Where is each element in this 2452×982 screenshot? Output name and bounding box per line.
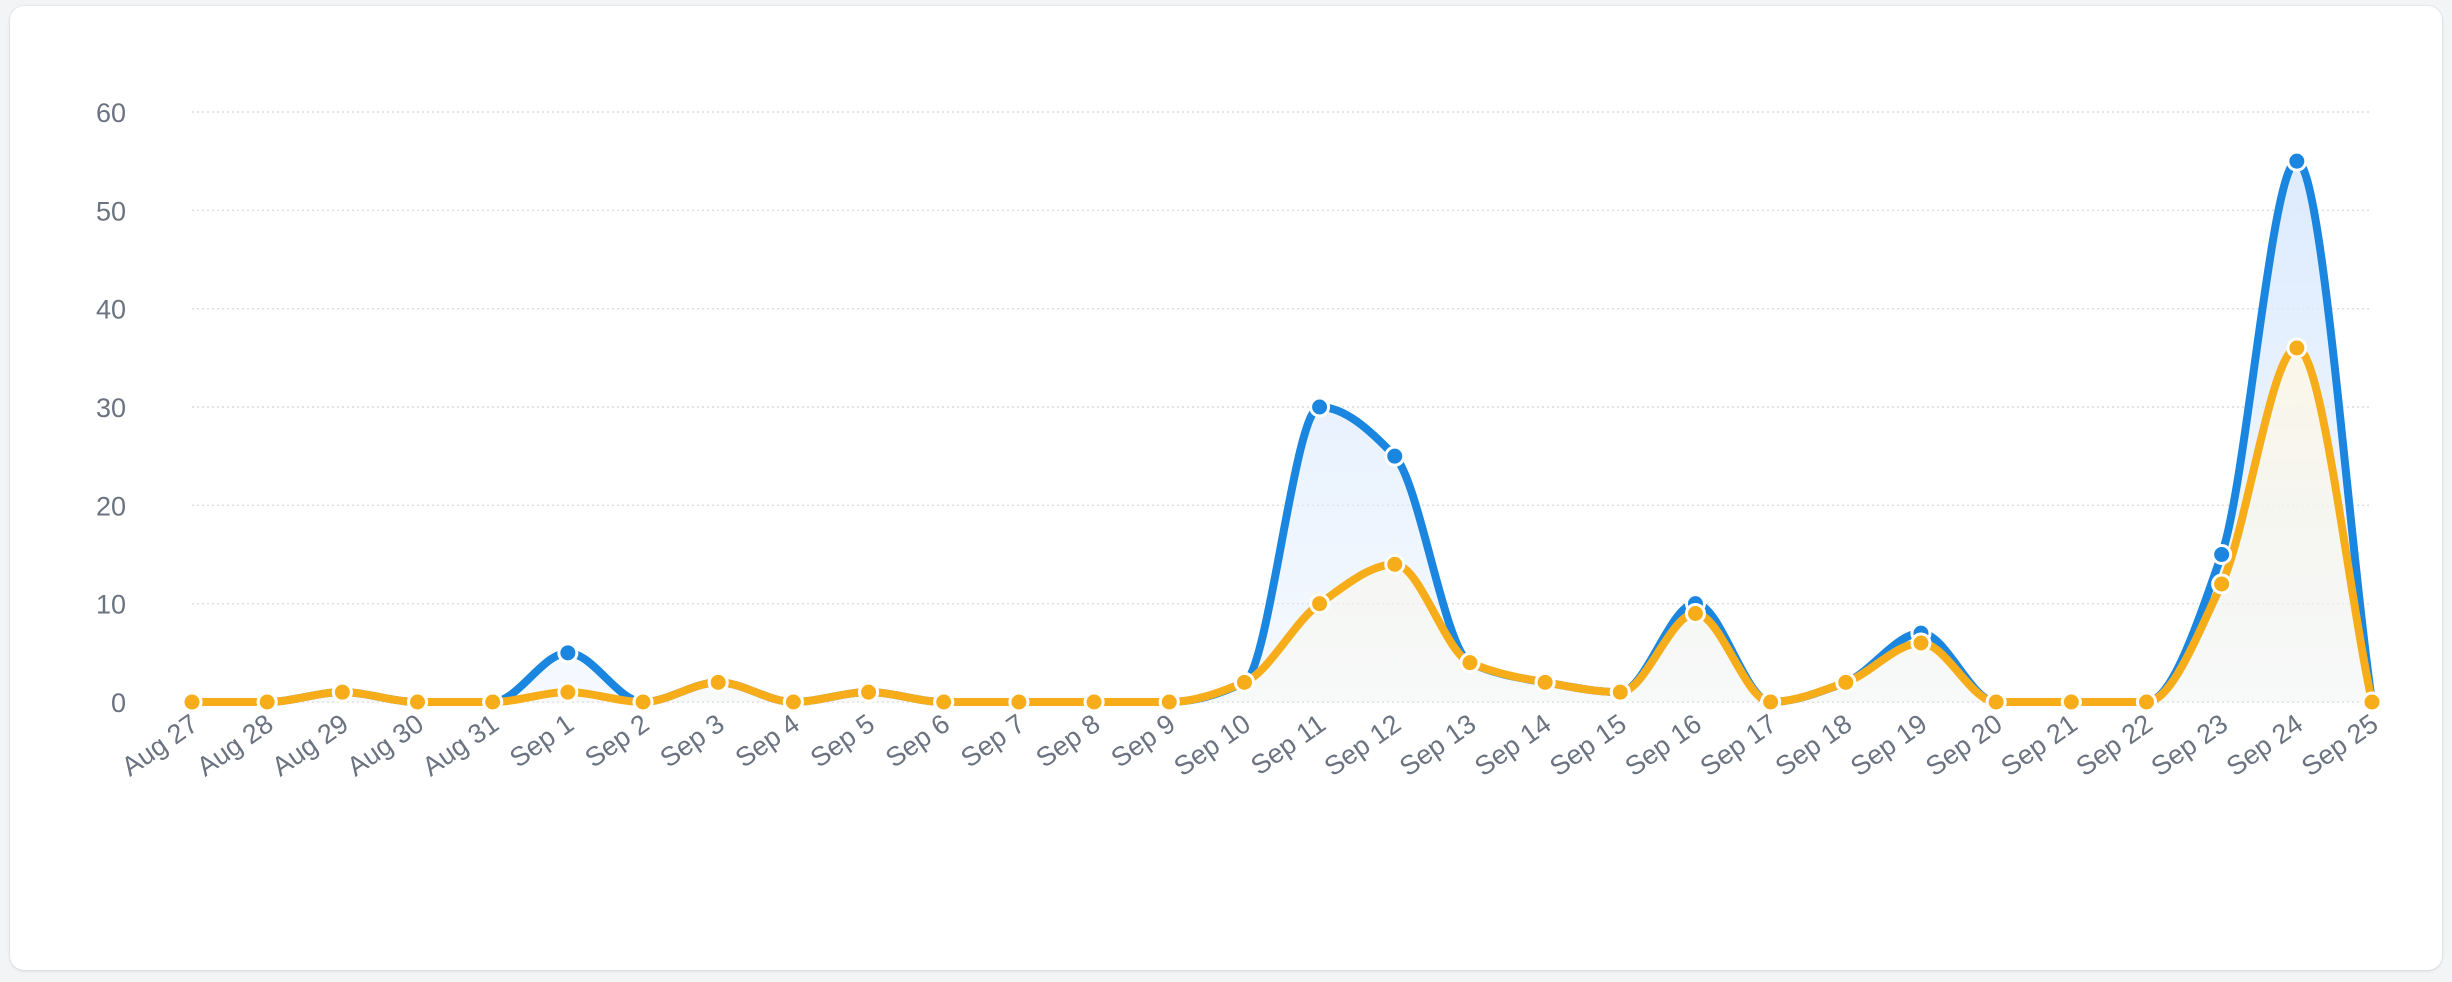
data-point-series-1[interactable] — [1760, 691, 1782, 713]
x-tick-label: Aug 31 — [417, 708, 504, 782]
data-point-series-0[interactable] — [2286, 150, 2308, 172]
data-point-series-0[interactable] — [2211, 544, 2233, 565]
y-tick-label: 30 — [96, 393, 126, 423]
data-point-series-1[interactable] — [331, 681, 353, 703]
x-tick-label: Sep 6 — [880, 708, 955, 773]
x-tick-label: Sep 8 — [1031, 708, 1106, 773]
x-tick-label: Sep 1 — [504, 708, 579, 773]
y-tick-label: 20 — [96, 491, 126, 521]
x-tick-label: Aug 29 — [266, 708, 353, 782]
x-tick-label: Sep 12 — [1319, 708, 1406, 782]
x-tick-label: Sep 19 — [1845, 708, 1932, 782]
x-tick-label: Sep 25 — [2296, 708, 2383, 782]
data-point-series-1[interactable] — [707, 671, 729, 693]
data-point-series-1[interactable] — [858, 681, 880, 703]
y-tick-label: 40 — [96, 295, 126, 325]
x-tick-label: Sep 21 — [1995, 708, 2082, 782]
series-area-0 — [192, 161, 2372, 703]
data-point-series-1[interactable] — [256, 691, 278, 713]
data-point-series-1[interactable] — [1985, 691, 2007, 713]
x-tick-label: Sep 11 — [1245, 708, 1331, 781]
x-tick-label: Sep 16 — [1620, 708, 1707, 782]
data-point-series-1[interactable] — [2135, 691, 2157, 713]
data-point-series-1[interactable] — [1609, 681, 1631, 703]
chart-card — [10, 6, 2442, 970]
series-points — [181, 150, 2383, 713]
x-tick-label: Aug 27 — [116, 708, 203, 782]
x-tick-label: Sep 3 — [655, 708, 730, 773]
data-point-series-1[interactable] — [1309, 593, 1331, 615]
data-point-series-1[interactable] — [2060, 691, 2082, 713]
y-axis-tick-labels: 0 10 20 30 40 50 60 — [96, 98, 126, 718]
x-tick-label: Sep 5 — [805, 708, 880, 773]
data-point-series-1[interactable] — [2361, 691, 2383, 713]
x-tick-label: Sep 2 — [579, 708, 654, 773]
x-tick-label: Aug 28 — [191, 708, 278, 782]
x-tick-label: Sep 20 — [1920, 708, 2007, 782]
x-tick-label: Sep 10 — [1169, 708, 1256, 782]
x-tick-label: Sep 17 — [1695, 708, 1782, 782]
x-tick-label: Sep 9 — [1106, 708, 1181, 773]
data-point-series-0[interactable] — [1384, 445, 1406, 467]
data-point-series-1[interactable] — [2286, 337, 2308, 359]
data-point-series-1[interactable] — [2211, 573, 2233, 595]
data-point-series-0[interactable] — [557, 642, 579, 664]
data-point-series-1[interactable] — [482, 691, 504, 713]
data-point-series-1[interactable] — [1459, 652, 1481, 674]
data-point-series-1[interactable] — [933, 691, 955, 713]
x-tick-label: Sep 14 — [1469, 708, 1556, 782]
data-point-series-0[interactable] — [1309, 396, 1331, 418]
data-point-series-1[interactable] — [782, 691, 804, 713]
x-tick-label: Sep 24 — [2221, 708, 2308, 782]
x-tick-label: Sep 18 — [1770, 708, 1857, 782]
y-tick-label: 0 — [111, 688, 126, 718]
x-tick-label: Sep 22 — [2071, 708, 2158, 782]
x-tick-label: Sep 4 — [730, 708, 805, 773]
x-tick-label: Sep 13 — [1394, 708, 1481, 782]
y-tick-label: 10 — [96, 590, 126, 620]
series-areas — [192, 161, 2372, 703]
data-point-series-1[interactable] — [1384, 553, 1406, 575]
x-tick-label: Sep 15 — [1544, 708, 1631, 782]
data-point-series-1[interactable] — [1008, 691, 1030, 713]
data-point-series-1[interactable] — [1835, 671, 1857, 693]
data-point-series-1[interactable] — [557, 681, 579, 703]
data-point-series-1[interactable] — [632, 691, 654, 713]
data-point-series-1[interactable] — [1910, 632, 1932, 654]
data-point-series-1[interactable] — [1083, 691, 1105, 713]
x-tick-label: Aug 30 — [342, 708, 429, 782]
data-point-series-1[interactable] — [1684, 603, 1706, 624]
y-tick-label: 50 — [96, 196, 126, 226]
data-point-series-1[interactable] — [1233, 671, 1255, 693]
data-point-series-1[interactable] — [181, 691, 203, 713]
y-tick-label: 60 — [96, 98, 126, 128]
data-point-series-1[interactable] — [407, 691, 429, 713]
x-tick-label: Sep 23 — [2146, 708, 2233, 782]
x-tick-label: Sep 7 — [955, 708, 1030, 773]
data-point-series-1[interactable] — [1158, 691, 1180, 713]
data-point-series-1[interactable] — [1534, 671, 1556, 693]
